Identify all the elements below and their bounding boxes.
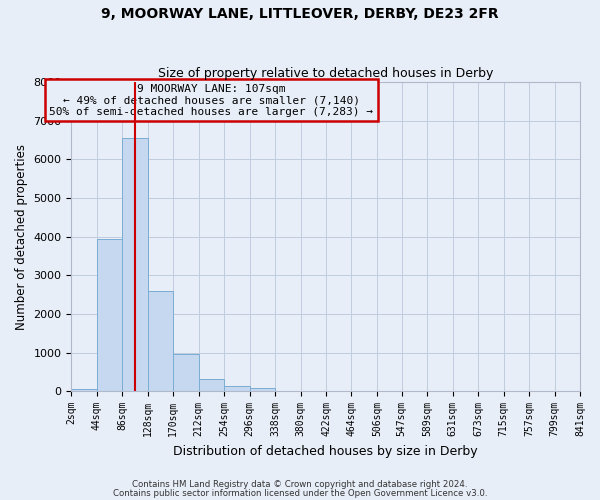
Title: Size of property relative to detached houses in Derby: Size of property relative to detached ho…: [158, 66, 493, 80]
Bar: [224, 386, 250, 391]
Text: Contains public sector information licensed under the Open Government Licence v3: Contains public sector information licen…: [113, 488, 487, 498]
Bar: [250, 388, 275, 391]
Bar: [71, 390, 97, 391]
Y-axis label: Number of detached properties: Number of detached properties: [15, 144, 28, 330]
Bar: [173, 354, 199, 391]
Bar: [97, 238, 122, 391]
Bar: [122, 138, 148, 391]
Bar: [148, 290, 173, 391]
Text: 9, MOORWAY LANE, LITTLEOVER, DERBY, DE23 2FR: 9, MOORWAY LANE, LITTLEOVER, DERBY, DE23…: [101, 8, 499, 22]
Text: 9 MOORWAY LANE: 107sqm
← 49% of detached houses are smaller (7,140)
50% of semi-: 9 MOORWAY LANE: 107sqm ← 49% of detached…: [49, 84, 373, 117]
Text: Contains HM Land Registry data © Crown copyright and database right 2024.: Contains HM Land Registry data © Crown c…: [132, 480, 468, 489]
X-axis label: Distribution of detached houses by size in Derby: Distribution of detached houses by size …: [173, 444, 478, 458]
Bar: [199, 379, 224, 391]
